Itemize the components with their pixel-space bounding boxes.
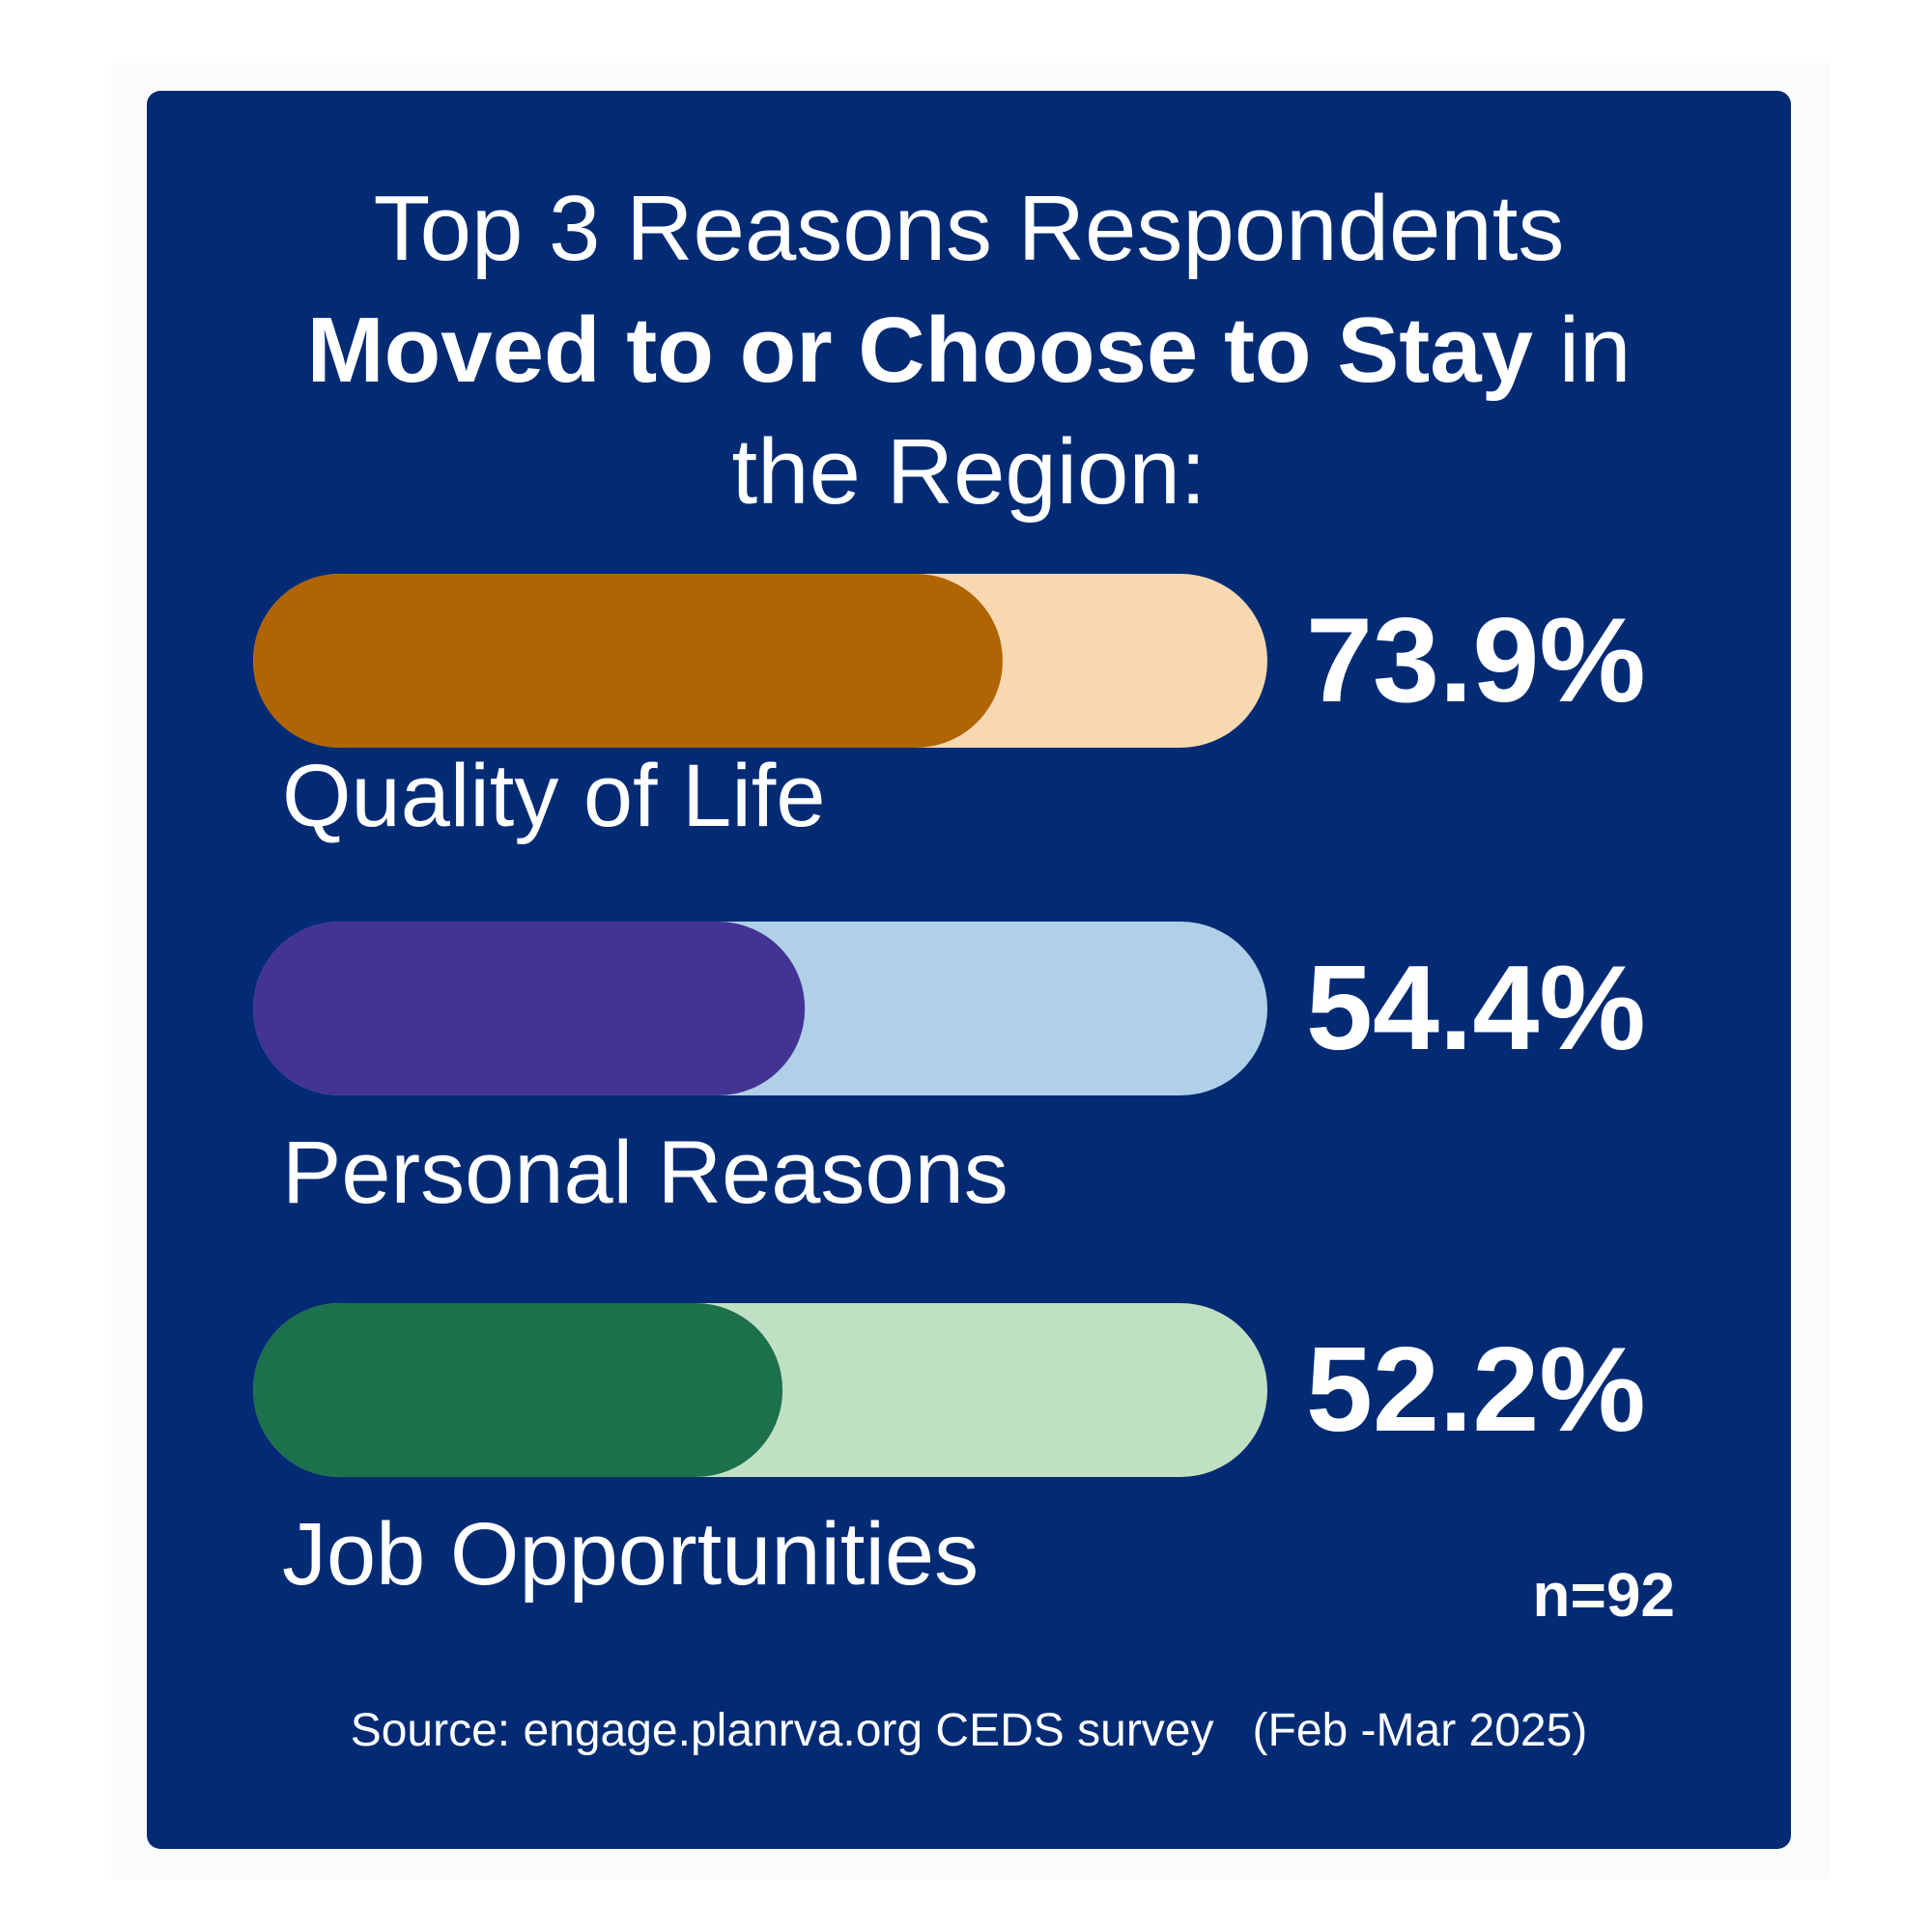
bar-fill-2: [253, 922, 806, 1095]
chart-title: Top 3 Reasons Respondents Moved to or Ch…: [147, 168, 1791, 533]
bar-fill-1: [253, 574, 1003, 748]
title-line-1: Top 3 Reasons Respondents: [373, 177, 1565, 280]
title-line-3: the Region:: [731, 420, 1207, 524]
title-bold-phrase: Moved to or Choose to Stay: [306, 298, 1534, 402]
chart-card: Top 3 Reasons Respondents Moved to or Ch…: [147, 91, 1791, 1849]
category-label-3: Job Opportunities: [282, 1505, 980, 1604]
bar-fill-3: [253, 1303, 783, 1477]
value-label-1: 73.9%: [1306, 594, 1646, 727]
source-note: Source: engage.planrva.org CEDS survey (…: [350, 1705, 1588, 1756]
value-label-2: 54.4%: [1306, 942, 1646, 1075]
category-label-2: Personal Reasons: [282, 1123, 1009, 1222]
title-after-bold: in: [1533, 298, 1632, 402]
category-label-1: Quality of Life: [282, 747, 826, 845]
bar-chart-svg: [253, 574, 1267, 1477]
value-label-3: 52.2%: [1306, 1323, 1646, 1457]
sample-size-label: n=92: [1532, 1560, 1675, 1630]
